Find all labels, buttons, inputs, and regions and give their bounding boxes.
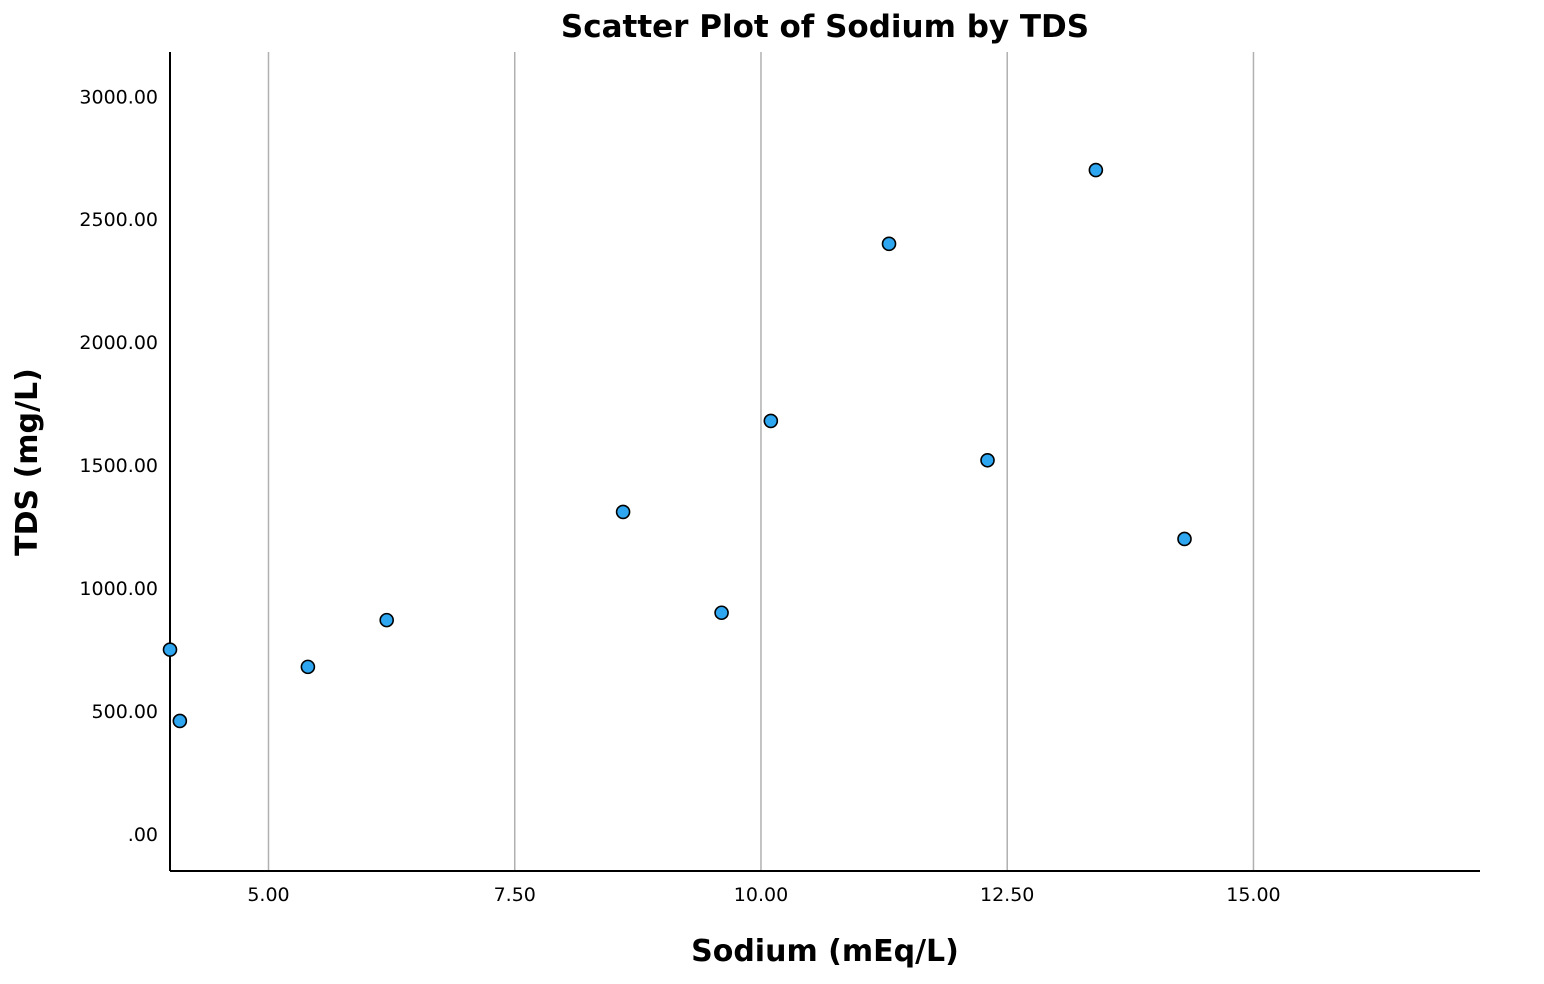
y-tick-label: .00 [128, 824, 158, 846]
y-tick-labels: .00 500.00 1000.00 1500.00 2000.00 2500.00 300… [79, 86, 158, 846]
axes [170, 52, 1480, 871]
data-point [380, 614, 393, 627]
data-points [164, 164, 1192, 728]
x-axis-label: Sodium (mEq/L) [691, 934, 959, 969]
y-tick-label: 3000.00 [79, 86, 158, 108]
data-point [164, 643, 177, 656]
data-point [981, 454, 994, 467]
data-point [883, 237, 896, 250]
y-tick-label: 1500.00 [79, 455, 158, 477]
chart-title: Scatter Plot of Sodium by TDS [561, 9, 1089, 45]
data-point [617, 505, 630, 518]
x-tick-label: 5.00 [247, 884, 289, 906]
y-tick-label: 1000.00 [79, 578, 158, 600]
data-point [715, 606, 728, 619]
y-tick-label: 500.00 [92, 701, 158, 723]
data-point [173, 714, 186, 727]
x-tick-label: 12.50 [980, 884, 1034, 906]
data-point [764, 414, 777, 427]
x-tick-labels: 5.00 7.50 10.00 12.50 15.00 [247, 884, 1280, 906]
y-tick-label: 2000.00 [79, 332, 158, 354]
x-tick-label: 15.00 [1226, 884, 1280, 906]
data-point [301, 660, 314, 673]
x-tick-label: 10.00 [734, 884, 788, 906]
y-tick-label: 2500.00 [79, 209, 158, 231]
data-point [1089, 164, 1102, 177]
data-point [1178, 532, 1191, 545]
y-axis-label: TDS (mg/L) [10, 368, 45, 556]
gridlines [268, 52, 1253, 871]
x-tick-label: 7.50 [494, 884, 536, 906]
